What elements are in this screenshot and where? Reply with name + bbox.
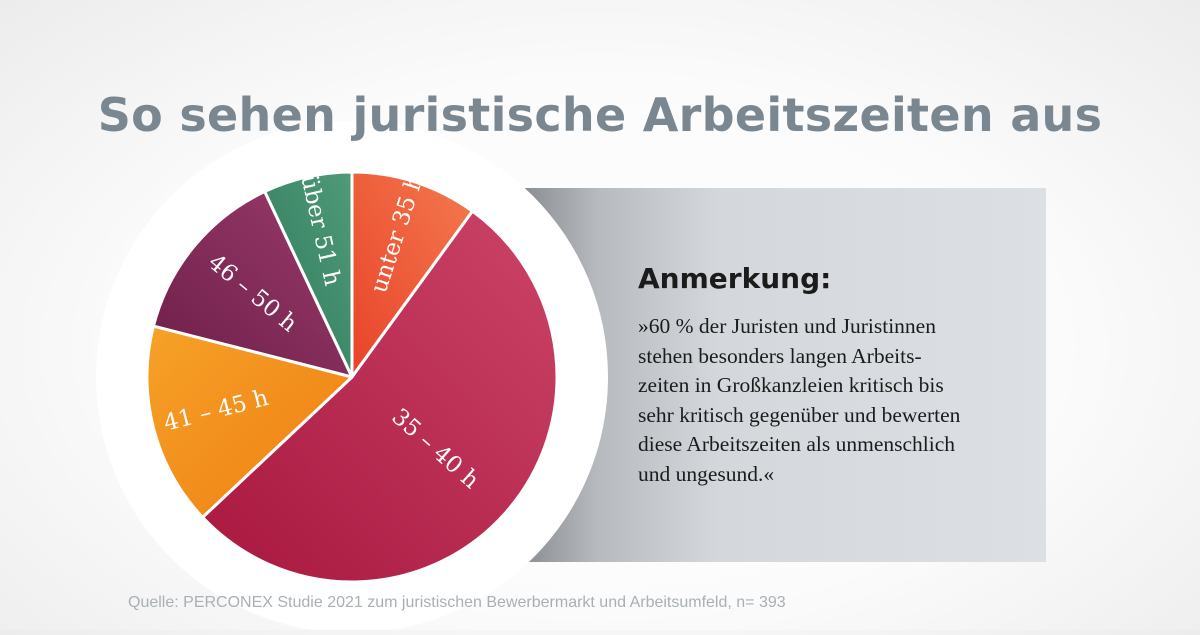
note-body: »60 % der Juristen und Juristinnen stehe… xyxy=(638,312,1038,489)
pie-slice xyxy=(263,170,354,379)
page-title: So sehen juristische Arbeitszeiten aus xyxy=(97,88,1103,142)
note-line: »60 % der Juristen und Juristinnen xyxy=(638,314,936,338)
pie-slice xyxy=(201,209,559,584)
pie-slice xyxy=(145,324,354,519)
note-line: diese Arbeitszeiten als unmenschlich xyxy=(638,432,956,456)
note-line: und ungesund.« xyxy=(638,461,775,486)
note-line: sehr kritisch gegenüber und bewerten xyxy=(638,402,961,427)
note-line: zeiten in Großkanzleien kritisch bis xyxy=(638,373,944,397)
source-note: Quelle: PERCONEX Studie 2021 zum juristi… xyxy=(128,594,786,611)
note-line: stehen besonders langen Arbeits- xyxy=(638,343,922,368)
note-heading: Anmerkung: xyxy=(638,262,832,295)
pie-slice xyxy=(151,190,354,379)
pie-slice xyxy=(350,170,474,379)
